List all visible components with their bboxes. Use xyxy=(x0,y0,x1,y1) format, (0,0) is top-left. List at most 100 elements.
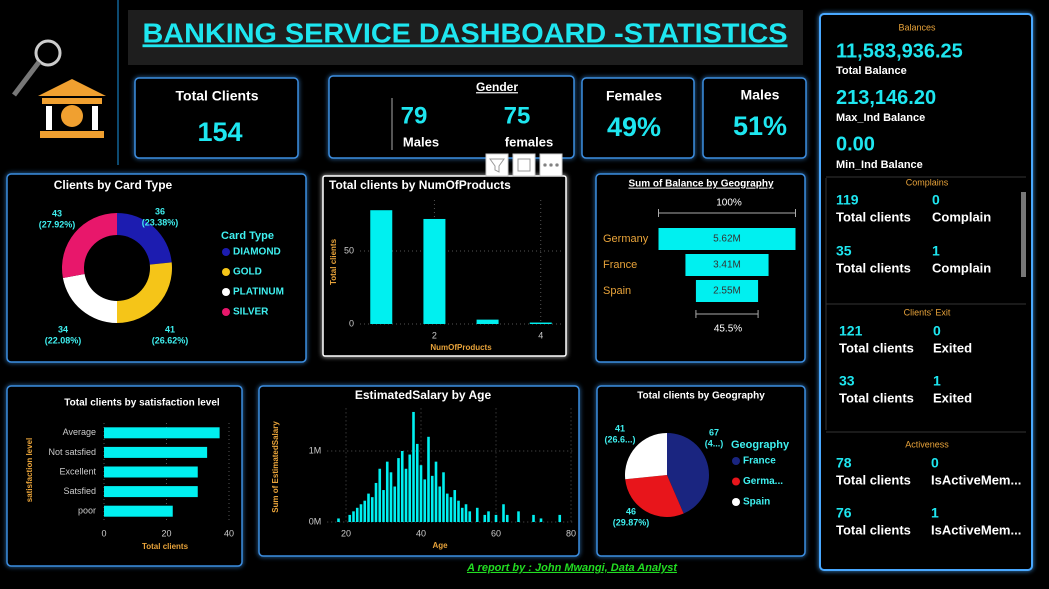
bar xyxy=(483,514,487,522)
chart-data-xticks: 20 xyxy=(341,528,351,538)
females-value: 75 xyxy=(504,102,531,129)
males-label: Males xyxy=(403,134,439,149)
chart-data-x-label: Age xyxy=(432,541,448,550)
rows-flag: 1 xyxy=(931,505,939,521)
chart-data-values: 41 xyxy=(165,324,175,334)
bar xyxy=(434,461,438,522)
chart-data-bottom-label: 45.5% xyxy=(714,324,742,335)
visual-toolbar[interactable] xyxy=(485,153,563,177)
chart-data-title: Clients by Card Type xyxy=(54,178,173,192)
bar xyxy=(539,518,543,522)
chart-data-x-label: Total clients xyxy=(142,542,189,551)
chart-data-categories: Spain xyxy=(743,497,770,508)
chart-data-categories: DIAMOND xyxy=(233,247,281,258)
bar xyxy=(104,427,220,439)
slice xyxy=(625,475,684,517)
scrollbar[interactable] xyxy=(1021,192,1026,277)
bar xyxy=(529,322,552,324)
chart-data-xticks: 4 xyxy=(538,330,543,340)
bar xyxy=(419,465,423,522)
rows-flag-label: Complain xyxy=(932,260,991,275)
slice xyxy=(62,274,117,323)
chart-data-title: Total clients by NumOfProducts xyxy=(329,178,511,192)
funnel-bar xyxy=(695,280,759,302)
chart-data-value-labels: 2.55M xyxy=(713,286,741,297)
bar xyxy=(404,468,408,522)
bar xyxy=(468,511,472,522)
rows-count: 78 xyxy=(836,455,852,471)
bar xyxy=(104,486,198,498)
bar xyxy=(464,504,468,522)
bar xyxy=(475,507,479,522)
rows-count-label: Total clients xyxy=(836,472,911,487)
bar xyxy=(442,472,445,522)
rows-count-label: Total clients xyxy=(836,522,911,537)
exit-title: Clients' Exit xyxy=(904,307,951,317)
bar xyxy=(104,446,208,458)
bar xyxy=(363,500,367,522)
chart-data-legend-title: Geography xyxy=(731,439,790,451)
chart-data-value-labels: 3.41M xyxy=(713,260,741,271)
legend-marker xyxy=(222,288,230,296)
bar xyxy=(517,511,520,522)
chart-data-percent-labels: (29.87%) xyxy=(613,517,650,527)
bar xyxy=(460,507,464,522)
bar xyxy=(374,482,378,522)
chart-data-title: EstimatedSalary by Age xyxy=(355,388,492,402)
males-value: 51% xyxy=(733,111,787,141)
items-label: Total Balance xyxy=(836,65,907,77)
chart-data-percent-labels: (26.62%) xyxy=(152,335,189,345)
items-value: 0.00 xyxy=(836,133,875,155)
bar xyxy=(487,511,490,522)
rows-count: 76 xyxy=(836,505,852,521)
chart-data-y-label: satisfaction level xyxy=(25,438,34,502)
sidebar-lines xyxy=(825,176,1026,433)
bar xyxy=(367,493,370,522)
rows-flag: 0 xyxy=(932,192,940,208)
chart-data-percent-labels: (4...) xyxy=(705,438,724,448)
slice xyxy=(117,262,172,323)
females-label: females xyxy=(505,134,553,149)
rows-flag-label: Complain xyxy=(932,209,991,224)
yticks-label: 0M xyxy=(309,516,322,526)
chart-data-values: 46 xyxy=(626,506,636,516)
chart-data-categories: France xyxy=(743,456,776,467)
bar xyxy=(438,486,442,522)
bar xyxy=(397,458,400,522)
slice xyxy=(625,433,667,480)
chart-data-values: 34 xyxy=(58,324,68,334)
chart-data-categories: PLATINUM xyxy=(233,287,284,298)
title-bar xyxy=(128,10,803,65)
logo xyxy=(12,39,106,138)
rows-count: 35 xyxy=(836,243,852,259)
rows-flag: 1 xyxy=(932,243,940,259)
bar xyxy=(423,479,427,522)
panels xyxy=(6,13,1033,571)
bar xyxy=(505,514,509,522)
bar xyxy=(408,454,412,522)
bar xyxy=(476,319,499,324)
total-clients-label: Total Clients xyxy=(176,88,259,104)
chart-data-xticks: 20 xyxy=(161,528,171,538)
chart-data-xticks: 0 xyxy=(101,528,106,538)
bar xyxy=(355,507,359,522)
chart-data-xticks: 60 xyxy=(491,528,501,538)
complains-title: Complains xyxy=(906,177,949,187)
balances-title: Balances xyxy=(898,22,936,32)
chart-data-categories: Spain xyxy=(603,285,631,297)
chart-data-values: 43 xyxy=(52,208,62,218)
bar xyxy=(430,475,434,522)
footer-text: A report by : John Mwangi, Data Analyst xyxy=(466,562,678,574)
bar xyxy=(385,461,389,522)
total-clients-value: 154 xyxy=(197,117,242,147)
chart-data-legend-title: Card Type xyxy=(221,230,274,242)
bar xyxy=(352,511,355,522)
chart-data-title: Sum of Balance by Geography xyxy=(628,179,773,190)
chart-data-categories: Excellent xyxy=(59,466,96,476)
bar xyxy=(494,514,498,522)
bar xyxy=(104,505,173,517)
items-label: Min_Ind Balance xyxy=(836,159,923,171)
header-title: BANKING SERVICE DASHBOARD -STATISTICS xyxy=(143,17,788,48)
